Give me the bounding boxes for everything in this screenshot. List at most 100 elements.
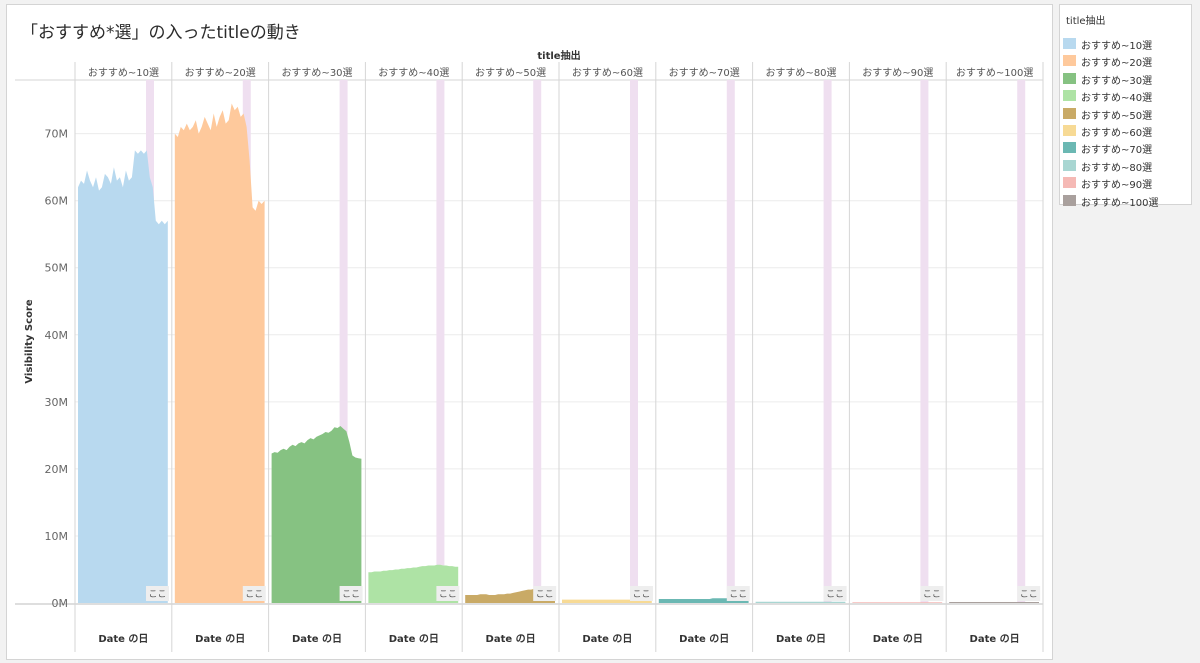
x-axis-label: Date の日 [98, 633, 148, 645]
y-tick-label: 40M [45, 329, 69, 342]
panel-header-label: おすすめ~10選 [88, 66, 159, 79]
legend-swatch [1063, 38, 1076, 49]
x-axis-label: Date の日 [292, 633, 342, 645]
highlight-label: ここ [632, 590, 650, 600]
legend-item[interactable]: おすすめ~70選 [1063, 140, 1189, 156]
faceted-area-chart: title抽出 0M 10M 20M 30M 40M 50M 60M 70M Visibility… [15, 49, 1044, 652]
legend-label: おすすめ~10選 [1081, 41, 1153, 52]
highlight-label: ここ [1020, 590, 1038, 600]
area-2[interactable] [174, 103, 265, 604]
highlight-label: ここ [148, 590, 166, 600]
x-axis-label: Date の日 [486, 633, 536, 645]
highlight-band [339, 80, 348, 603]
highlight-label-box [242, 586, 266, 601]
y-tick-label: 0M [52, 597, 69, 610]
legend-item[interactable]: おすすめ~20選 [1063, 53, 1189, 69]
legend-item[interactable]: おすすめ~90選 [1063, 175, 1189, 191]
legend-item[interactable]: おすすめ~100選 [1063, 193, 1189, 209]
highlight-label: ここ [923, 590, 941, 600]
legend-panel[interactable]: title抽出 おすすめ~10選 おすすめ~20選 おすすめ~30選 おすすめ~40選… [1059, 4, 1192, 209]
highlight-label-box [726, 586, 750, 601]
highlight-label: ここ [826, 590, 844, 600]
highlight-label-box [146, 586, 169, 601]
legend-swatch [1063, 194, 1076, 206]
y-tick-label: 50M [45, 262, 69, 275]
highlight-band [630, 80, 638, 603]
panel-header-label: おすすめ~90選 [862, 66, 933, 79]
y-axis-title: Visibility Score [24, 299, 35, 384]
area-8[interactable] [755, 601, 846, 603]
legend-label: おすすめ~70選 [1081, 145, 1153, 157]
highlight-label-box [630, 586, 653, 601]
x-axis-label: Date の日 [776, 633, 826, 645]
legend-swatch [1063, 142, 1076, 154]
legend-swatch [1063, 90, 1076, 102]
area-7[interactable] [658, 598, 749, 603]
highlight-label-box [823, 586, 847, 601]
legend-swatch [1063, 125, 1076, 136]
area-3[interactable] [271, 426, 362, 603]
y-tick-label: 60M [45, 195, 69, 208]
legend-swatch [1063, 177, 1076, 189]
area-1[interactable] [78, 150, 168, 603]
x-axis-label: Date の日 [582, 633, 632, 645]
x-axis-label: Date の日 [679, 633, 729, 645]
legend-swatch [1063, 159, 1076, 171]
dashboard-title: 「おすすめ*選」の入ったtitleの動き [21, 23, 301, 43]
legend-label: おすすめ~90選 [1081, 180, 1153, 192]
legend-label: おすすめ~50選 [1081, 110, 1153, 122]
highlight-band [920, 80, 929, 603]
legend-item[interactable]: おすすめ~10選 [1063, 36, 1189, 52]
highlight-band [726, 80, 735, 603]
legend-swatch [1063, 55, 1076, 67]
panel-header-label: おすすめ~60選 [572, 66, 643, 79]
highlight-label: ここ [245, 590, 263, 600]
legend-item[interactable]: おすすめ~80選 [1063, 158, 1189, 174]
area-5[interactable] [465, 588, 555, 603]
panel-header-label: おすすめ~20選 [185, 66, 256, 79]
panel-header-label: おすすめ~80選 [765, 66, 836, 79]
area-9[interactable] [852, 602, 943, 603]
highlight-band [823, 80, 832, 603]
legend-label: おすすめ~40選 [1081, 93, 1153, 105]
area-4[interactable] [368, 564, 459, 603]
legend-label: おすすめ~30選 [1081, 75, 1153, 87]
highlight-band [436, 80, 445, 603]
legend-swatch [1063, 107, 1076, 119]
highlight-label-box [1017, 586, 1041, 601]
legend-label: おすすめ~20選 [1081, 58, 1153, 70]
area-10[interactable] [949, 602, 1039, 603]
highlight-label: ここ [536, 590, 554, 600]
facet-header-title: title抽出 [537, 49, 580, 62]
y-tick-label: 70M [45, 128, 69, 141]
panel-header-label: おすすめ~50選 [475, 66, 546, 79]
y-tick-label: 10M [45, 530, 69, 543]
legend-swatch [1063, 72, 1076, 84]
legend-title: title抽出 [1066, 16, 1106, 27]
highlight-label-box [436, 586, 460, 601]
legend-item[interactable]: おすすめ~30選 [1063, 71, 1189, 87]
panel-header-label: おすすめ~100選 [956, 66, 1033, 79]
x-axis-label: Date の日 [873, 633, 923, 645]
legend-label: おすすめ~80選 [1081, 162, 1153, 174]
highlight-label: ここ [439, 590, 457, 600]
highlight-band [533, 80, 542, 603]
highlight-band [1017, 80, 1026, 603]
highlight-label: ここ [729, 590, 747, 600]
legend-item[interactable]: おすすめ~40選 [1063, 88, 1189, 104]
x-axis-label: Date の日 [389, 633, 439, 645]
panel-header-label: おすすめ~70選 [669, 66, 740, 79]
highlight-label-box [339, 586, 363, 601]
panel-header-label: おすすめ~40選 [378, 66, 449, 79]
highlight-label: ここ [342, 590, 360, 600]
legend-item[interactable]: おすすめ~50選 [1063, 106, 1189, 122]
legend-label: おすすめ~60選 [1081, 128, 1153, 139]
area-6[interactable] [562, 599, 652, 603]
y-tick-label: 30M [45, 396, 69, 409]
y-tick-label: 20M [45, 463, 69, 476]
x-axis-label: Date の日 [195, 633, 245, 645]
highlight-label-box [920, 586, 944, 601]
x-axis-label: Date の日 [970, 633, 1020, 645]
legend-item[interactable]: おすすめ~60選 [1063, 123, 1189, 139]
highlight-label-box [533, 586, 557, 601]
